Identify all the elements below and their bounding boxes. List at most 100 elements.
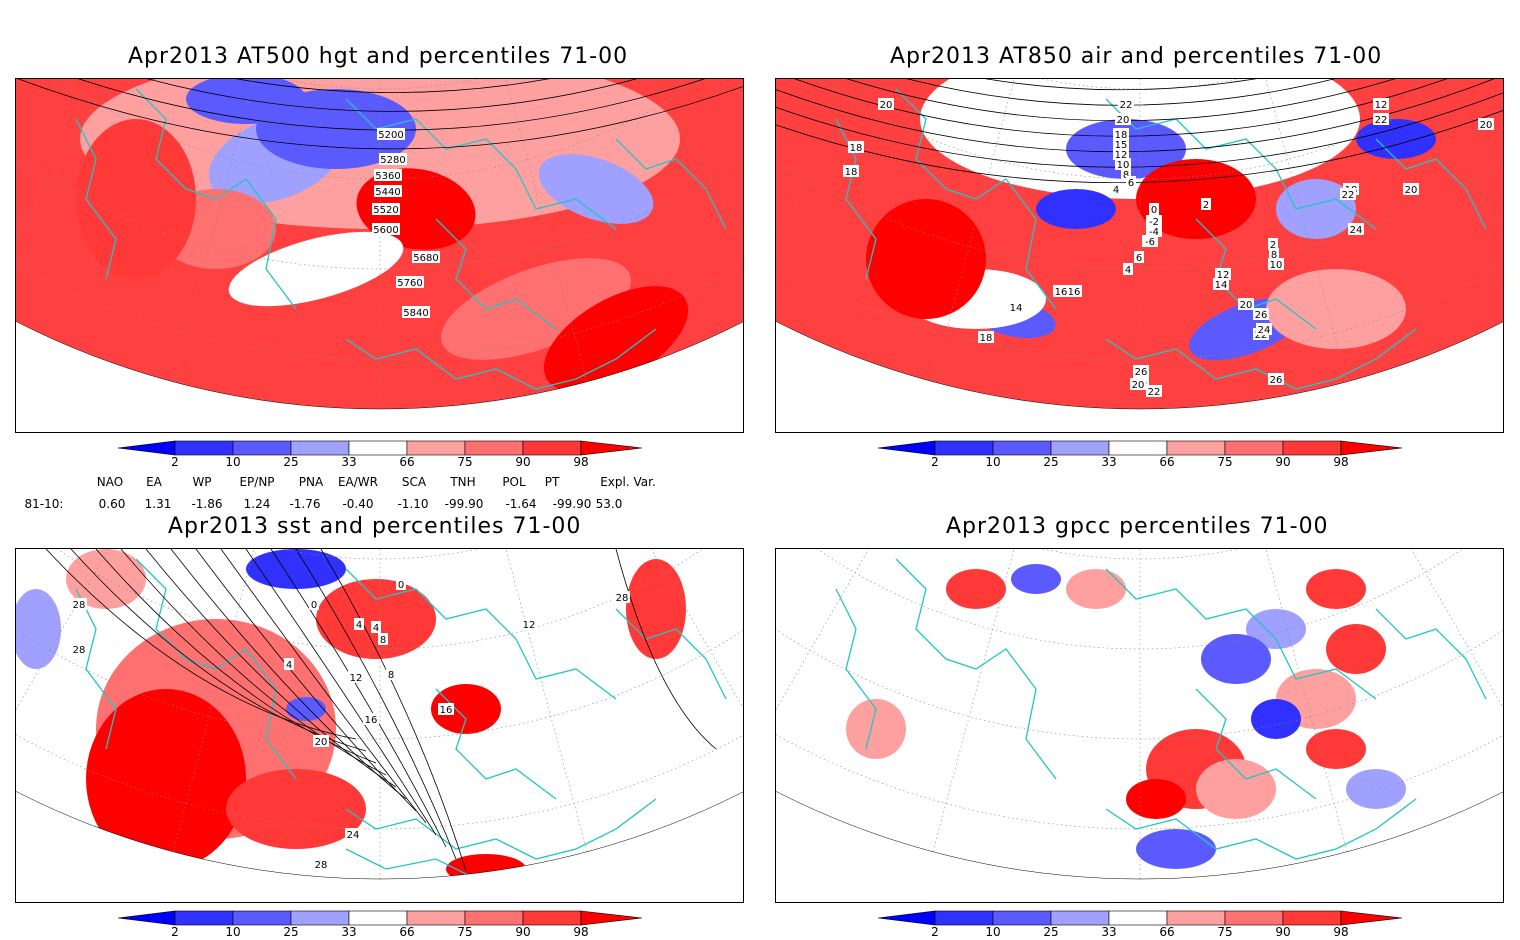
- contour-line: [45, 549, 357, 740]
- map-sst: 28 28 0 0 4 4 8 8 4 12 16 16 20 24 28 12 28: [15, 548, 744, 903]
- contour-line: [145, 549, 397, 788]
- contour-line: [170, 549, 407, 800]
- index-value: -1.64: [505, 497, 537, 511]
- contour-label: 22: [1375, 115, 1388, 126]
- contour-label: 6: [1128, 178, 1134, 189]
- coastline: [895, 558, 1057, 780]
- colorbar-tick-label: 90: [515, 925, 531, 939]
- anomaly-region: [186, 79, 306, 124]
- colorbar-segment: [464, 910, 524, 926]
- contour-label-box: [345, 828, 361, 840]
- contour-label-box: [1238, 298, 1254, 310]
- anomaly-region: [946, 569, 1006, 609]
- contour-label: 2: [1203, 200, 1209, 211]
- anomaly-region: [1356, 119, 1436, 159]
- contour-label: 24: [1258, 325, 1271, 336]
- colorbar-tick-label: 2: [931, 455, 939, 469]
- coastline: [1105, 328, 1417, 390]
- colorbar-tick-label: 98: [573, 925, 589, 939]
- contour-label-box: [1348, 223, 1364, 235]
- index-header: WP: [192, 475, 212, 489]
- contour-label: 4: [373, 623, 379, 634]
- colorbar-arrow-low: [117, 910, 176, 926]
- coastline: [615, 608, 727, 700]
- contour-label: 20: [880, 100, 893, 111]
- anomaly-region: [866, 199, 986, 319]
- colorbar-sst: 2 10 25 33 66 75 90 98: [115, 910, 645, 940]
- contour-line: [776, 79, 1503, 122]
- map-gpcc: [775, 548, 1504, 903]
- anomaly-region: [226, 769, 366, 849]
- contour-label: 12: [350, 673, 363, 684]
- contour-label: 8: [388, 670, 394, 681]
- contour-label: 16: [440, 705, 453, 716]
- colorbar-segment: [348, 440, 408, 456]
- coastline: [345, 798, 657, 860]
- colorbar-tick-label: 25: [1043, 455, 1059, 469]
- colorbar-segment: [1108, 440, 1168, 456]
- anomaly-region: [286, 697, 326, 721]
- contour-label: 8: [1123, 170, 1129, 181]
- contour-label-box: [71, 643, 87, 655]
- contour-label: 12: [523, 620, 536, 631]
- colorbar-segment: [992, 910, 1052, 926]
- contour-label-box: [438, 703, 454, 715]
- coastline: [345, 568, 617, 700]
- anomaly-region: [1036, 189, 1116, 229]
- contour-label-box: [1134, 251, 1144, 263]
- contour-label: 18: [1115, 130, 1128, 141]
- contour-label-box: [1008, 301, 1024, 313]
- contour-label: 5200: [378, 130, 403, 141]
- colorbar-tick-label: 66: [399, 925, 415, 939]
- contour-line: [776, 79, 1503, 153]
- colorbar-segment: [1166, 910, 1226, 926]
- contour-label-box: [1113, 138, 1129, 150]
- contour-label: 0: [1151, 205, 1157, 216]
- colorbar-arrow-high: [1340, 910, 1403, 926]
- colorbar-segment: [290, 440, 350, 456]
- contour-label-box: [1133, 365, 1149, 377]
- contour-label-box: [374, 185, 402, 197]
- contour-label: 24: [347, 830, 360, 841]
- index-value: -1.10: [397, 497, 429, 511]
- colorbar-tick-label: 10: [225, 455, 241, 469]
- coastline: [895, 88, 1057, 310]
- contour-label: 18: [845, 167, 858, 178]
- colorbar-segment: [1224, 910, 1284, 926]
- anomaly-region: [1011, 564, 1061, 594]
- contour-line: [16, 79, 743, 150]
- contour-label-box: [978, 331, 994, 343]
- index-value: 0.60: [98, 497, 126, 511]
- contour-label: 14: [1215, 280, 1228, 291]
- contour-label-box: [1373, 98, 1389, 110]
- anomaly-region: [1201, 634, 1271, 684]
- contour-line: [776, 79, 1503, 168]
- coastline: [345, 98, 617, 230]
- anomaly-region: [1246, 609, 1306, 649]
- contour-line: [95, 549, 377, 764]
- colorbar-tick-label: 33: [341, 925, 357, 939]
- contour-label-box: [1373, 113, 1389, 125]
- anomaly-region: [431, 684, 501, 734]
- colorbar-segment: [1224, 440, 1284, 456]
- hemisphere-edge: [776, 320, 1503, 410]
- colorbar-arrow-low: [877, 440, 936, 456]
- contour-label: 24: [1350, 225, 1363, 236]
- contour-label-box: [1126, 176, 1136, 188]
- colorbar-tick-label: 66: [399, 455, 415, 469]
- contour-label-box: [1115, 158, 1131, 170]
- colorbar-segment: [290, 910, 350, 926]
- contour-label-box: [377, 128, 405, 140]
- colorbar-tick-label: 10: [985, 925, 1001, 939]
- anomaly-region: [1136, 829, 1216, 869]
- index-value: 1.31: [144, 497, 172, 511]
- index-value-row: 81-10: 0.60 1.31 -1.86 1.24 -1.76 -0.40 …: [0, 497, 760, 513]
- contour-label: 2: [1270, 240, 1276, 251]
- anomaly-region: [86, 689, 246, 869]
- anomaly-region: [1251, 699, 1301, 739]
- anomaly-region: [1346, 769, 1406, 809]
- colorbar-arrow-low: [117, 440, 176, 456]
- contour-label: 26: [1135, 367, 1148, 378]
- colorbar-tick-label: 2: [171, 925, 179, 939]
